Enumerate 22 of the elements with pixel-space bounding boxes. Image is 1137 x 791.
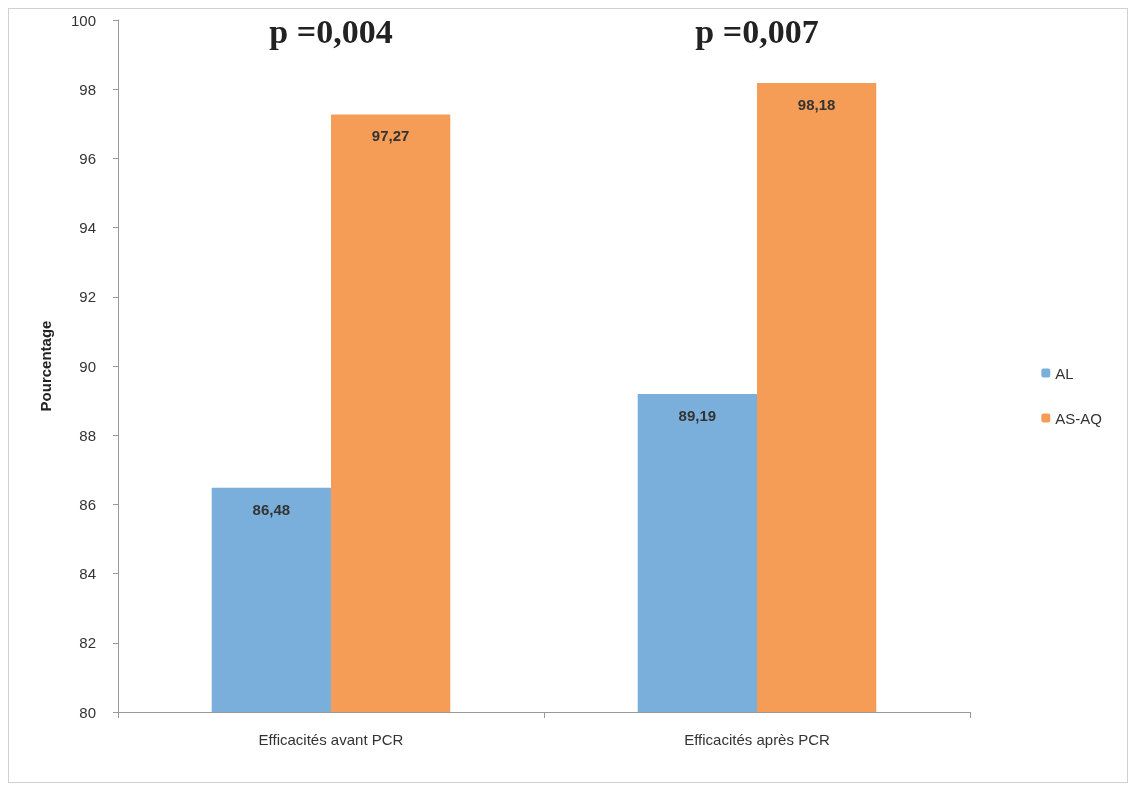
y-tick-label: 92 [79,288,96,306]
x-tick-label: Efficacités avant PCR [258,731,404,748]
y-tick-label: 82 [79,634,96,652]
legend-label: AL [1055,364,1074,382]
data-label: 98,18 [797,95,836,113]
y-tick-label: 100 [70,11,96,29]
y-tick-label: 90 [79,357,96,375]
y-tick-label: 84 [79,565,96,583]
annotation: p =0,007 [695,12,819,50]
data-label: 97,27 [371,127,410,145]
annotation: p =0,004 [269,12,393,50]
y-tick-label: 98 [79,80,96,98]
data-label: 89,19 [678,407,717,425]
y-tick-label: 86 [79,495,96,513]
y-tick-label: 80 [79,703,96,721]
y-axis-title: Pourcentage [37,320,54,412]
y-tick-label: 96 [79,149,96,167]
legend-label: AS-AQ [1055,409,1103,427]
y-tick-label: 88 [79,426,96,444]
data-label: 86,48 [252,500,291,518]
y-tick-label: 94 [79,219,96,237]
x-tick-label: Efficacités après PCR [684,731,830,748]
